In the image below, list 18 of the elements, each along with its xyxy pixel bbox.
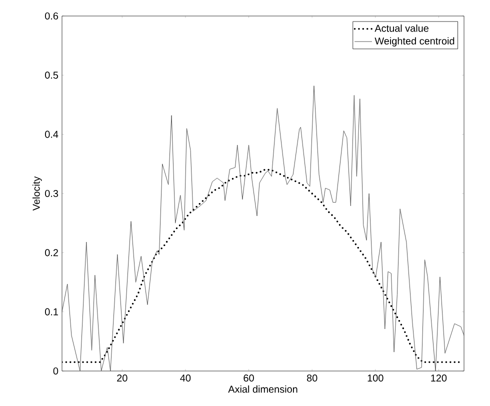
x-tick-label: 40 [180,374,191,382]
y-tick-label: 0.4 [45,130,58,138]
x-tick-label: 80 [306,374,318,382]
y-tick-label: 0.2 [45,249,58,256]
y-axis-title: Velocity [32,176,42,211]
x-tick-label: 20 [117,374,128,382]
x-tick-label: 60 [244,374,254,382]
legend-label: Actual value [374,24,428,32]
y-tick-label: 0.3 [45,190,58,198]
x-tick-label: 100 [368,374,384,382]
y-tick-label: 0 [53,367,58,375]
y-tick-label: 0.5 [45,72,58,79]
y-tick-label: 0.6 [45,12,58,20]
x-tick-label: 120 [431,374,447,382]
legend-label: Weighted centroid [374,37,454,46]
x-axis-title: Axial dimension [228,385,298,393]
y-tick-label: 0.1 [45,308,58,316]
line-series [62,86,464,371]
